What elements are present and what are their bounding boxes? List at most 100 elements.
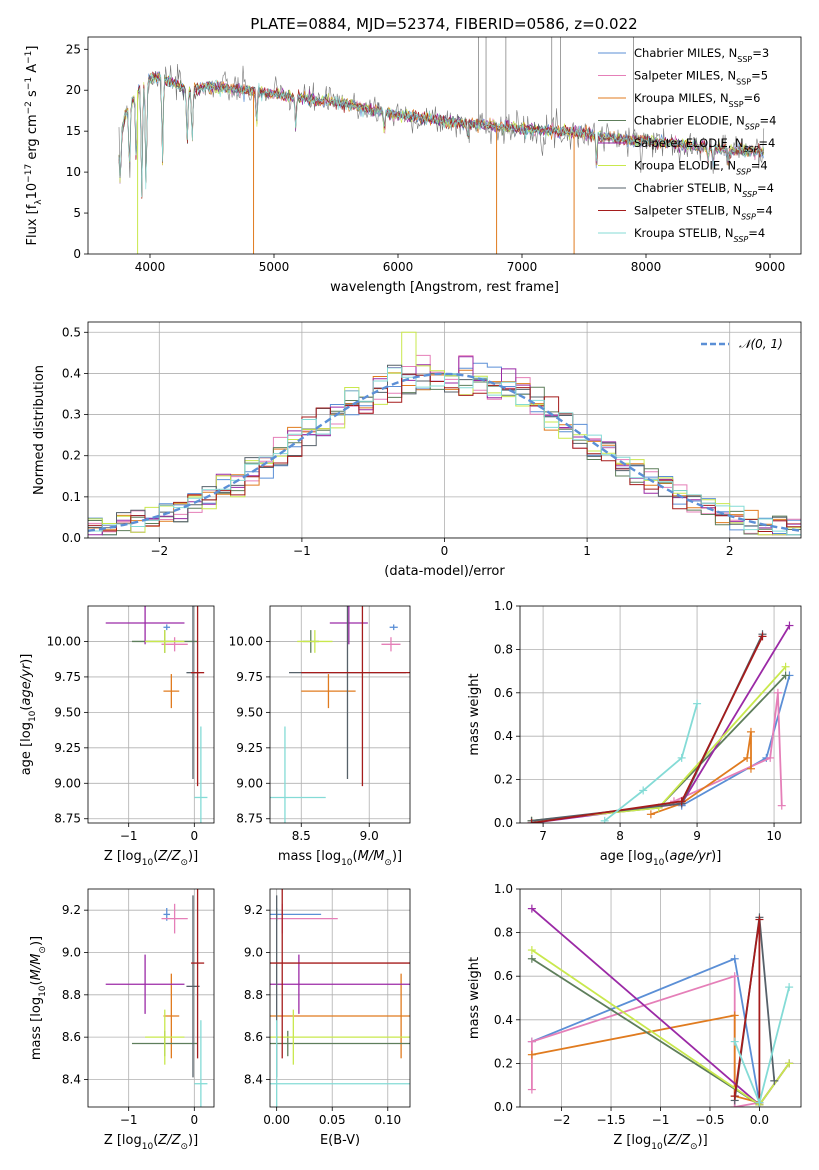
y-tick-label: 0.2 [62,449,81,463]
label-part: )] [19,654,34,664]
axes-mass-age: 8.5 9.0 8.75 9.00 9.25 9.50 9.75 10.00 mass [log… [229,605,411,868]
y-tick-label: 5 [73,206,81,220]
y-tick-label: 15 [66,124,81,138]
label-part: age/yr [19,662,34,705]
x-tick-label: −1 [652,1113,670,1127]
legend-sub: SSP [742,190,757,199]
plot-area [88,889,214,1107]
label-part: −17 [24,164,34,183]
x-tick-label: 0.05 [319,1113,346,1127]
legend-value: =4 [748,226,765,240]
y-tick-label: 0.8 [494,926,513,940]
x-tick-label: 8.5 [292,829,311,843]
axes-z-mass: −1 08.48.68.89.09.2Z [log10(Z/Z⊙)]mass [l… [29,888,215,1152]
axes-frame [269,605,411,824]
label-part: (data-model)/error [384,564,505,579]
legend-name: Salpeter STELIB, N [634,204,741,218]
x-tick-label: 6000 [383,260,414,274]
label-part: age [log [19,722,34,775]
legend-sub: SSP [734,235,749,244]
label-part: −1 [24,77,34,90]
y-tick-label: 0.8 [494,642,513,656]
y-tick-label: 0.0 [494,816,513,830]
x-tick-label: 8000 [631,260,662,274]
y-tick-label: 8.8 [244,988,263,1002]
label-part: ⊙ [384,858,392,868]
x-tick-label: 7 [539,829,547,843]
label-part: E(B-V) [320,1133,360,1148]
label-part: s [25,90,40,101]
label-part: age [log [600,849,653,864]
label-part: 10 [142,1142,154,1152]
axis-decor: 8.5 9.0 8.75 9.00 9.25 9.50 9.75 10.00 [229,605,411,843]
label-part: M/M [29,954,44,981]
x-tick-label: −1.5 [596,1113,625,1127]
label-part: )] [188,1133,198,1148]
y-tick-label: 9.2 [62,903,81,917]
x-tick-label: 1 [583,544,591,558]
normal-reference-curve [88,372,801,532]
x-axis-label: Z [log10(Z/Z⊙)] [613,1133,707,1152]
axes-age-weight: 7 8 9 100.00.20.40.60.81.0 age [log10(age/yr… [467,599,802,868]
label-part: age/yr [669,849,712,864]
label-part: mass weight [467,957,482,1039]
legend-sub: SSP [736,77,751,86]
legend-value: =4 [756,204,773,218]
y-axis-label: Normed distribution [32,365,47,495]
y-axis-label: Flux [fλ10−17 erg cm−2 s−1 A−1] [24,46,44,246]
x-tick-label: 7000 [507,260,538,274]
label-part: Z/Z [667,1133,691,1148]
label-part: ⊙ [38,946,48,954]
x-axis-label: age [log10(age/yr)] [600,849,722,868]
legend-sub: SSP [729,100,744,109]
legend-label: Salpeter STELIB, NSSP=4 [634,204,773,222]
label-part: Z/Z [157,849,181,864]
legend-label: Kroupa MILES, NSSP=6 [634,91,760,109]
y-tick-label: 0.3 [62,408,81,422]
label-part: ( [153,849,158,864]
label-part: ( [29,980,44,985]
legend-sub: SSP [744,145,759,154]
label-part: ( [353,849,358,864]
label-part: Z [log [613,1133,651,1148]
y-tick-label: 8.75 [54,812,81,826]
label-part: −1 [24,51,34,64]
axis-decor: −2 −1.5 −1 −0.5 0.0 0.0 0.2 0.4 0.6 0.8 1.0 [494,882,802,1127]
legend-value: =4 [758,136,775,150]
x-tick-label: 0 [441,544,449,558]
label-part: erg cm [25,114,40,163]
label-part: ( [19,706,34,711]
plot-area [520,606,801,823]
label-part: 10 [28,710,38,722]
plot-area [270,889,410,1107]
legend-label: 𝒩(0, 1) [739,337,783,351]
x-tick-label: 5000 [259,260,290,274]
y-tick-label: 0.2 [494,1056,513,1070]
x-tick-label: 9.0 [360,829,379,843]
x-axis-label: wavelength [Angstrom, rest frame] [330,280,559,295]
x-tick-label: −1 [293,544,311,558]
plot-area [118,37,765,254]
axes-residuals: −2 −1 0 1 2 0.0 0.1 0.2 0.3 0.4 0.5 𝒩(0, 1) (data-mo… [32,321,802,579]
y-tick-label: 8.8 [62,988,81,1002]
axis-decor: 0.00 0.05 0.10 8.4 8.6 8.8 9.0 9.2 [244,888,411,1127]
legend-name: Chabrier STELIB, N [634,181,742,195]
x-tick-label: 4000 [135,260,166,274]
label-part: )] [188,849,198,864]
y-tick-label: 9.25 [54,741,81,755]
weight-line [531,674,787,822]
y-tick-label: 0 [73,247,81,261]
y-tick-label: 0.4 [62,366,81,380]
label-part: ⊙ [180,858,188,868]
weight-line [604,703,698,822]
y-tick-label: 8.6 [62,1030,81,1044]
axis-decor: 7 8 9 10 0.0 0.2 0.4 0.6 0.8 1.0 [494,599,802,843]
model-spectrum [118,71,765,198]
y-axis-label: age [log10(age/yr)] [19,654,38,776]
y-tick-label: 10 [66,165,81,179]
label-part: Normed distribution [32,365,47,495]
legend-name: Kroupa STELIB, N [634,226,734,240]
x-axis-label: E(B-V) [320,1133,360,1148]
